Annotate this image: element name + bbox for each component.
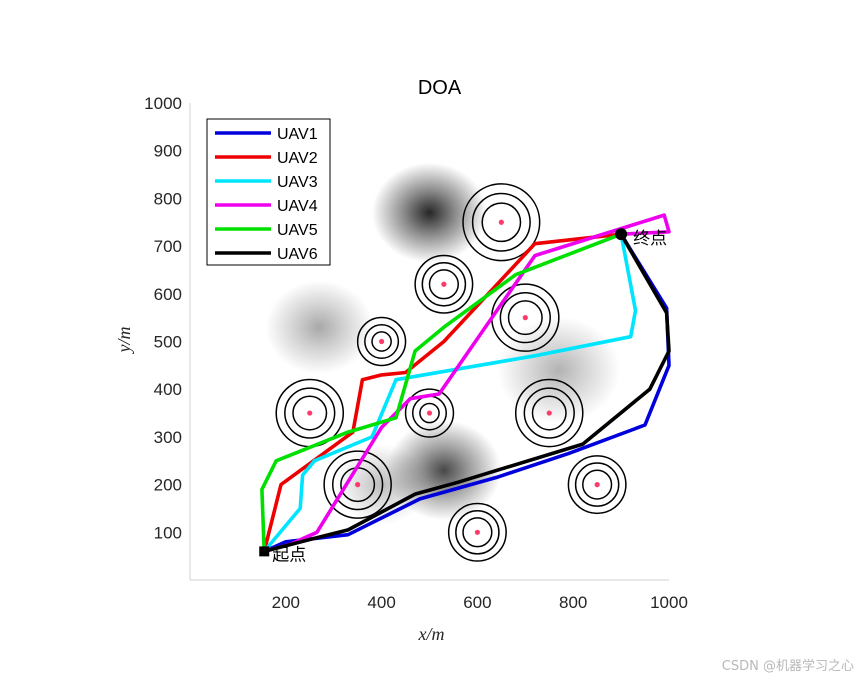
threat-zone <box>404 388 455 438</box>
threat-center <box>307 410 313 416</box>
axes: 200 400 600 800 1000 100 200 300 400 500 600 700 800… <box>144 94 688 612</box>
terrain-peak <box>265 280 373 374</box>
end-label: 终点 <box>633 229 667 249</box>
x-tick-label: 800 <box>559 593 587 612</box>
series-line-uav6 <box>263 233 671 554</box>
threat-center <box>426 410 433 416</box>
threat-ring <box>331 458 384 511</box>
legend-label-uav3: UAV3 <box>277 174 318 191</box>
y-tick-label: 900 <box>154 142 182 161</box>
legend-label-uav4: UAV4 <box>277 198 318 215</box>
threat-ring <box>323 450 392 519</box>
y-tick-label: 600 <box>154 285 182 304</box>
legend-label-uav5: UAV5 <box>277 222 318 239</box>
x-tick-label: 1000 <box>650 593 688 612</box>
legend: UAV1 UAV2 UAV3 UAV4 UAV5 UAV6 <box>206 118 331 266</box>
threat-center <box>355 482 361 488</box>
threat-ring <box>514 378 584 448</box>
threat-ring <box>582 469 613 500</box>
threat-ring <box>356 316 407 367</box>
threat-center <box>594 482 600 488</box>
start-label: 起点 <box>272 545 306 565</box>
series-line-uav2 <box>262 232 622 552</box>
x-tick-label: 600 <box>463 593 491 612</box>
y-tick-label: 100 <box>154 523 182 542</box>
x-axis-label: x/m <box>418 624 445 644</box>
threat-zone <box>567 455 627 515</box>
threat-ring <box>462 517 493 548</box>
threat-center <box>379 338 385 345</box>
threat-zone <box>514 378 584 448</box>
threat-ring <box>284 387 336 439</box>
threat-center <box>498 219 504 225</box>
threat-zone <box>447 502 507 562</box>
series-line-uav5 <box>260 232 622 552</box>
threat-center <box>546 410 552 416</box>
x-tick-label: 200 <box>272 593 300 612</box>
threat-ring <box>481 202 522 243</box>
threat-ring <box>455 509 500 555</box>
threat-center <box>441 281 447 287</box>
chart-title: DOA <box>418 77 462 99</box>
x-tick-label: 400 <box>367 593 395 612</box>
y-tick-label: 300 <box>154 428 182 447</box>
threat-ring <box>404 388 455 438</box>
threat-ring <box>462 183 541 262</box>
watermark: CSDN @机器学习之心 <box>721 659 854 674</box>
legend-label-uav1: UAV1 <box>277 126 318 143</box>
y-tick-label: 200 <box>154 476 182 495</box>
threat-ring <box>567 455 627 515</box>
threat-center <box>474 529 480 535</box>
y-tick-label: 800 <box>154 189 182 208</box>
series-line-uav3 <box>262 233 638 553</box>
end-marker <box>615 228 628 241</box>
threat-ring <box>421 261 467 307</box>
legend-label-uav2: UAV2 <box>277 150 318 167</box>
series-line-uav4 <box>263 213 671 554</box>
threat-center <box>522 315 528 321</box>
y-tick-label: 700 <box>154 237 182 256</box>
threat-ring <box>364 323 400 360</box>
threat-ring <box>499 291 551 344</box>
uav-paths <box>260 213 671 554</box>
legend-label-uav6: UAV6 <box>277 246 318 263</box>
y-tick-label: 1000 <box>144 94 182 113</box>
legend-box <box>206 118 331 266</box>
threat-ring <box>292 395 328 431</box>
threat-ring <box>428 269 459 300</box>
threat-ring <box>471 192 531 252</box>
start-marker <box>259 546 270 557</box>
threat-ring <box>531 395 567 431</box>
threat-ring <box>574 462 620 507</box>
threat-ring <box>523 387 575 439</box>
threat-zone <box>414 254 474 314</box>
terrain-peak <box>372 162 487 263</box>
start-end-markers: 起点 终点 <box>259 228 667 565</box>
threat-ring <box>447 502 507 562</box>
y-axis-label: y/m <box>114 327 134 355</box>
threat-zone <box>462 183 541 262</box>
threat-ring <box>507 300 543 336</box>
threat-ring <box>414 254 474 314</box>
threat-zone <box>356 316 407 367</box>
y-tick-label: 400 <box>154 380 182 399</box>
terrain-surface <box>265 162 621 525</box>
y-tick-label: 500 <box>154 333 182 352</box>
threat-ring <box>371 331 392 352</box>
threat-ring <box>419 402 440 424</box>
